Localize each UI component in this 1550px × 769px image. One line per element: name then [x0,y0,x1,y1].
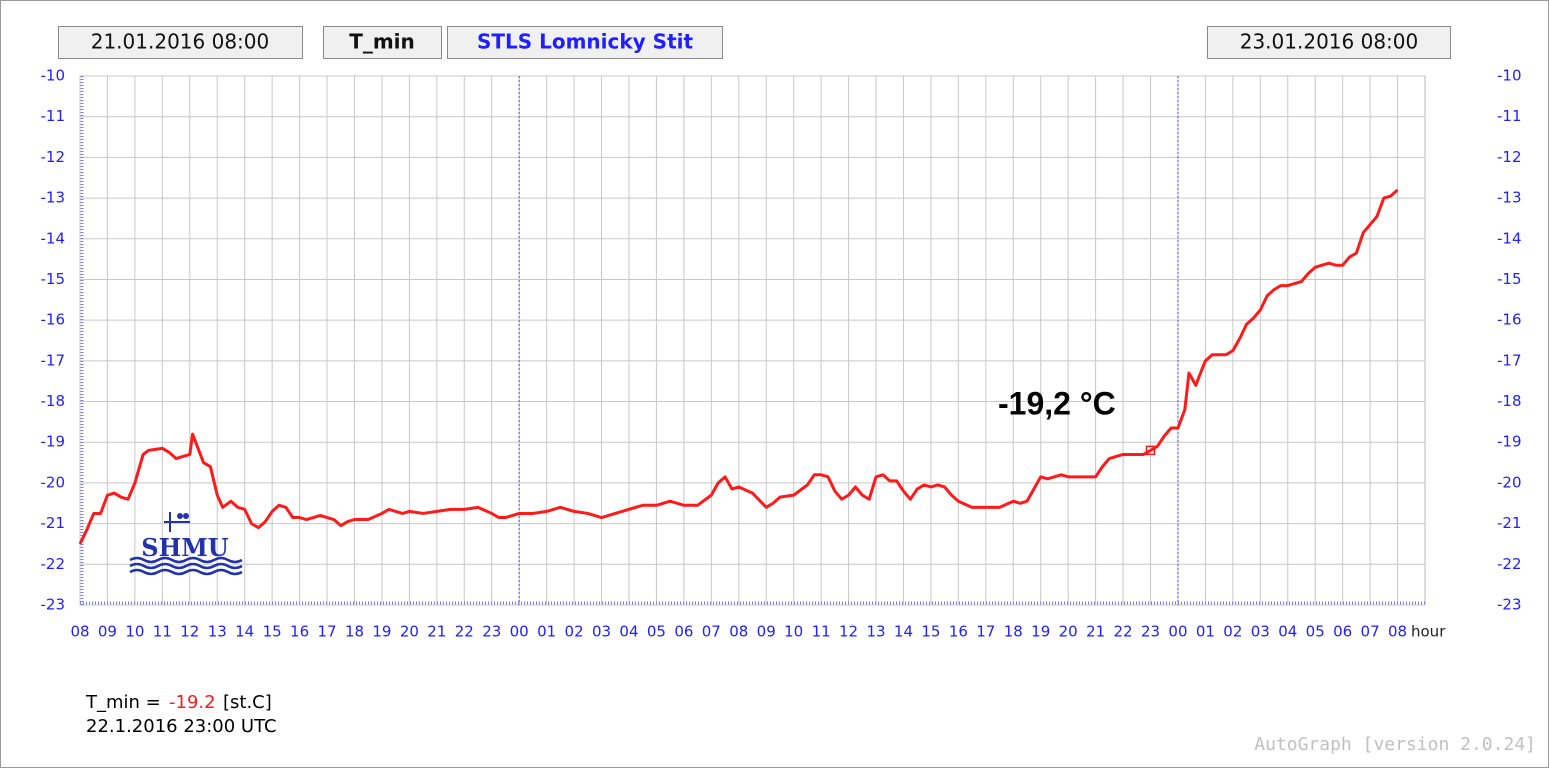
x-axis-label: hour [1411,623,1446,641]
x-tick-label: 17 [317,623,336,641]
station-name: STLS Lomnicky Stit [477,30,694,54]
y-tick-label: -18 [41,392,66,410]
logo: SHMU [129,512,243,576]
x-tick-label: 14 [235,623,254,641]
x-tick-label: 08 [70,623,89,641]
footer-label: T_min = [85,692,161,713]
x-tick-label: 20 [1059,623,1078,641]
y2-tick-label: -23 [1497,596,1522,614]
x-tick-label: 22 [455,623,474,641]
x-tick-label: 17 [976,623,995,641]
x-tick-label: 09 [757,623,776,641]
x-tick-label: 16 [949,623,968,641]
y2-tick-label: -13 [1497,189,1522,207]
logo-text: SHMU [141,533,229,562]
current-marker [1145,445,1156,456]
x-tick-label: 13 [866,623,885,641]
y2-tick-label: -11 [1497,107,1522,125]
y2-tick-label: -17 [1497,351,1522,369]
start-box [58,26,303,59]
y-tick-label: -23 [41,596,66,614]
y-tick-label: -17 [41,351,66,369]
x-tick-label: 04 [1278,623,1297,641]
y2-tick-label: -10 [1497,67,1522,85]
x-tick-label: 19 [1031,623,1050,641]
x-tick-label: 15 [263,623,282,641]
x-tick-label: 23 [482,623,501,641]
y-tick-label: -15 [41,270,66,288]
plot: -10 -10 -11 -11 -12 -12 -13 -13 -14 -14 -15 -15 -16 -… [41,67,1522,641]
x-tick-label: 00 [510,623,529,641]
y2-tick-label: -19 [1497,433,1522,451]
x-tick-label: 01 [537,623,556,641]
x-tick-label: 08 [729,623,748,641]
y-tick-label: -21 [41,514,66,532]
x-tick-label: 21 [1086,623,1105,641]
y2-tick-label: -16 [1497,311,1522,329]
plot-area [79,75,1426,606]
y2-tick-label: -20 [1497,473,1522,491]
x-tick-label: 05 [647,623,666,641]
x-tick-label: 00 [1168,623,1187,641]
x-tick-label: 12 [180,623,199,641]
marker-label: -19,2 °C [998,385,1116,421]
y-tick-label: -14 [41,229,66,247]
y-tick-label: -12 [41,148,66,166]
y-tick-label: -11 [41,107,66,125]
x-tick-label: 06 [674,623,693,641]
y2-tick-label: -22 [1497,555,1522,573]
x-tick-label: 07 [1361,623,1380,641]
x-tick-label: 13 [208,623,227,641]
end-box [1207,26,1451,59]
x-tick-label: 04 [619,623,638,641]
legend-entry: T_min [349,30,415,54]
x-tick-label: 06 [1333,623,1352,641]
y2-tick-label: -15 [1497,270,1522,288]
x-tick-label: 10 [125,623,144,641]
x-tick-label: 05 [1306,623,1325,641]
data-line [78,188,1399,545]
x-tick-label: 18 [1004,623,1023,641]
y-tick-label: -19 [41,433,66,451]
x-tick-label: 21 [427,623,446,641]
x-tick-label: 20 [400,623,419,641]
y2-tick-label: -18 [1497,392,1522,410]
x-tick-label: 07 [702,623,721,641]
x-tick-label: 14 [894,623,913,641]
x-tick-label: 12 [839,623,858,641]
footer-unit: [st.C] [223,692,272,713]
x-tick-label: 03 [592,623,611,641]
x-tick-label: 10 [784,623,803,641]
y2-tick-label: -21 [1497,514,1522,532]
start-time: 21.01.2016 08:00 [91,30,270,54]
y2-tick-label: -14 [1497,229,1522,247]
y-tick-label: -22 [41,555,66,573]
watermark: AutoGraph [version 2.0.24] [1254,734,1536,755]
y-tick-label: -13 [41,189,66,207]
x-tick-label: 18 [345,623,364,641]
x-tick-label: 11 [812,623,831,641]
x-tick-label: 15 [921,623,940,641]
footer-value: -19.2 [169,692,216,713]
x-tick-label: 02 [565,623,584,641]
station-box [447,26,723,59]
y-tick-label: -20 [41,473,66,491]
series-box [323,26,442,59]
x-tick-label: 22 [1114,623,1133,641]
y-tick-label: -16 [41,311,66,329]
x-tick-label: 03 [1251,623,1270,641]
footer-time: 22.1.2016 23:00 UTC [86,716,277,737]
x-tick-label: 11 [153,623,172,641]
y2-tick-label: -12 [1497,148,1522,166]
x-tick-label: 23 [1141,623,1160,641]
x-tick-label: 19 [372,623,391,641]
x-tick-label: 09 [98,623,117,641]
x-tick-label: 08 [1388,623,1407,641]
x-tick-label: 01 [1196,623,1215,641]
end-time: 23.01.2016 08:00 [1240,30,1419,54]
y-tick-label: -10 [41,67,66,85]
x-tick-label: 02 [1223,623,1242,641]
x-tick-label: 16 [290,623,309,641]
